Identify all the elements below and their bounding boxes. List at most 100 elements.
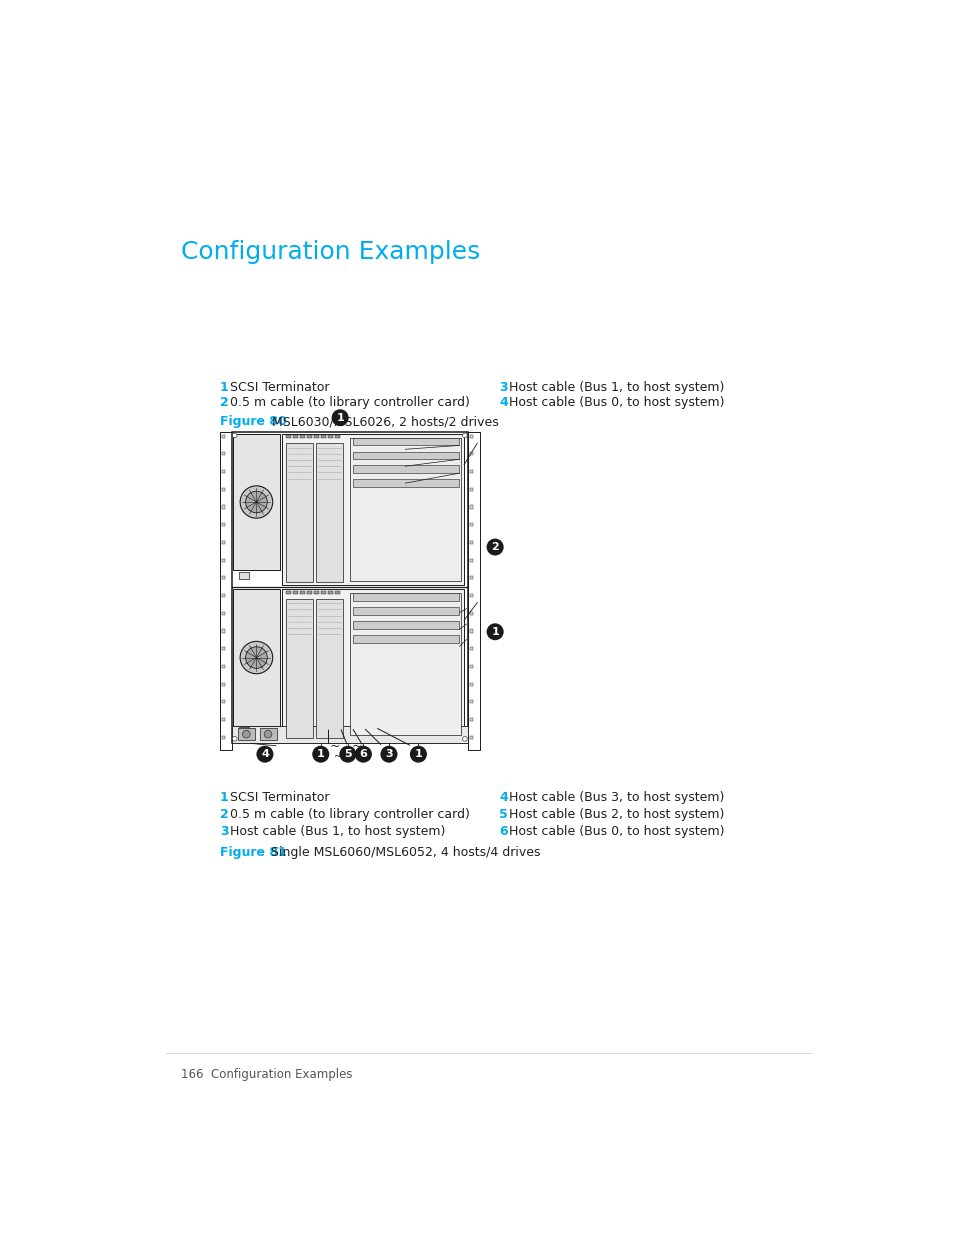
Bar — [299, 592, 305, 594]
Bar — [307, 436, 312, 438]
Circle shape — [240, 485, 273, 519]
Circle shape — [410, 746, 427, 763]
Bar — [469, 718, 473, 721]
Bar — [307, 592, 312, 594]
Bar — [221, 435, 225, 437]
Text: 5: 5 — [344, 750, 352, 760]
Text: ~: ~ — [352, 740, 362, 753]
Text: 1: 1 — [316, 750, 324, 760]
Bar — [469, 452, 473, 456]
Bar — [320, 592, 326, 594]
Circle shape — [233, 433, 236, 437]
Text: 6: 6 — [498, 825, 507, 839]
Text: Host cable (Bus 1, to host system): Host cable (Bus 1, to host system) — [230, 825, 445, 839]
Text: 5: 5 — [498, 808, 507, 821]
Circle shape — [380, 746, 397, 763]
Bar — [293, 436, 298, 438]
Bar — [221, 524, 225, 526]
Bar — [286, 443, 313, 583]
Bar — [221, 505, 225, 509]
Text: 2: 2 — [491, 542, 498, 552]
Text: ~: ~ — [334, 752, 341, 762]
Bar — [468, 431, 479, 751]
Bar — [314, 592, 319, 594]
Bar — [299, 436, 305, 438]
Bar — [286, 592, 291, 594]
Bar — [232, 431, 468, 742]
Bar — [469, 577, 473, 579]
Bar — [233, 433, 279, 571]
Circle shape — [240, 641, 273, 674]
Bar — [350, 437, 460, 580]
Bar — [259, 727, 276, 740]
Text: SCSI Terminator: SCSI Terminator — [230, 380, 329, 394]
Text: Host cable (Bus 0, to host system): Host cable (Bus 0, to host system) — [509, 825, 724, 839]
Bar — [221, 558, 225, 562]
Bar — [232, 726, 468, 742]
Circle shape — [355, 746, 372, 763]
Text: Host cable (Bus 1, to host system): Host cable (Bus 1, to host system) — [509, 380, 723, 394]
Bar — [469, 611, 473, 615]
Text: Host cable (Bus 0, to host system): Host cable (Bus 0, to host system) — [509, 396, 724, 409]
Circle shape — [233, 736, 236, 741]
Text: 4: 4 — [498, 792, 507, 804]
Bar — [315, 443, 343, 583]
Text: ~: ~ — [329, 740, 339, 753]
Bar — [469, 435, 473, 437]
Bar — [220, 431, 232, 751]
Bar — [353, 437, 458, 446]
Text: Figure 80: Figure 80 — [220, 415, 287, 429]
Text: 6: 6 — [359, 750, 367, 760]
Bar — [469, 471, 473, 473]
Text: Figure 81: Figure 81 — [220, 846, 287, 858]
Bar — [221, 488, 225, 490]
Bar — [469, 736, 473, 739]
Bar — [353, 479, 458, 487]
Bar — [237, 727, 254, 740]
Circle shape — [339, 746, 356, 763]
Text: 3: 3 — [498, 380, 507, 394]
Bar — [469, 700, 473, 704]
Bar — [350, 593, 460, 735]
Circle shape — [486, 624, 503, 640]
Circle shape — [486, 538, 503, 556]
Bar — [335, 592, 340, 594]
Bar — [469, 647, 473, 651]
Bar — [221, 683, 225, 685]
Circle shape — [245, 492, 267, 513]
Bar — [469, 488, 473, 490]
Bar — [221, 471, 225, 473]
Bar — [221, 611, 225, 615]
Bar — [221, 577, 225, 579]
Text: 1: 1 — [220, 792, 229, 804]
Text: 166  Configuration Examples: 166 Configuration Examples — [181, 1068, 353, 1082]
Text: 1: 1 — [415, 750, 422, 760]
Bar — [353, 635, 458, 642]
Circle shape — [462, 433, 467, 437]
Circle shape — [332, 409, 348, 426]
Bar — [469, 683, 473, 685]
Bar — [328, 592, 333, 594]
Text: Host cable (Bus 2, to host system): Host cable (Bus 2, to host system) — [509, 808, 723, 821]
Text: Host cable (Bus 3, to host system): Host cable (Bus 3, to host system) — [509, 792, 723, 804]
Text: Configuration Examples: Configuration Examples — [181, 240, 480, 264]
Bar — [221, 630, 225, 632]
Bar — [335, 436, 340, 438]
Bar — [233, 589, 279, 726]
Text: 3: 3 — [220, 825, 229, 839]
Bar — [469, 505, 473, 509]
Text: ~: ~ — [353, 752, 361, 762]
Bar — [221, 700, 225, 704]
Text: SCSI Terminator: SCSI Terminator — [230, 792, 329, 804]
Circle shape — [256, 746, 274, 763]
Text: 2: 2 — [220, 396, 229, 409]
Bar — [239, 572, 249, 579]
Bar — [221, 452, 225, 456]
Bar — [353, 452, 458, 459]
Bar — [221, 541, 225, 543]
Bar — [469, 594, 473, 597]
Bar — [353, 621, 458, 629]
Bar — [320, 436, 326, 438]
Text: 1: 1 — [491, 626, 498, 637]
Text: MSL6030/MSL6026, 2 hosts/2 drives: MSL6030/MSL6026, 2 hosts/2 drives — [272, 415, 498, 429]
